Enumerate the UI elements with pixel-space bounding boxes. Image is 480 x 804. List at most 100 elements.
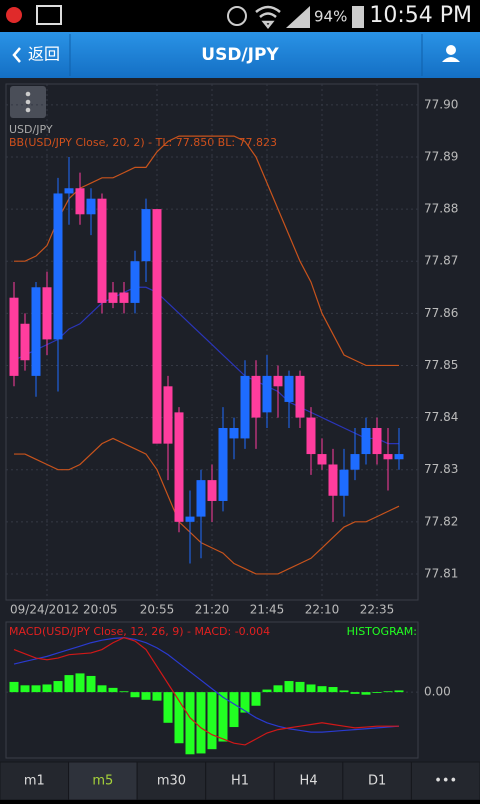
symbol-label: USD/JPY [9,123,53,136]
candle-body [240,375,250,439]
candle-body [75,188,85,215]
tab[interactable] [136,761,207,801]
histogram-bar [196,692,206,754]
candle-body [53,193,63,340]
histogram-bar [174,692,184,744]
y-tick-label: 77.85 [424,358,458,372]
histogram-bar [163,692,173,723]
y-tick-label: 77.83 [424,462,458,476]
candle-body [207,480,217,501]
histogram-bar [75,673,85,693]
header [0,32,480,78]
y-tick-label: 77.84 [424,410,458,424]
y-tick-label: 77.88 [424,202,458,216]
macd-line [13,636,399,746]
tab-label[interactable]: D1 [368,774,386,789]
back-arrow [12,47,21,63]
histogram-bar [317,686,327,693]
candle-body [229,428,239,439]
signal-line [13,637,400,733]
x-tick-label: 22:35 [360,603,395,617]
candle-body [196,480,206,517]
band-line [13,286,399,445]
menu-button[interactable] [10,86,46,118]
histogram-bar [361,692,371,695]
histogram-bar [339,690,349,693]
status-bar [0,0,480,32]
tab-label[interactable]: ••• [434,774,457,789]
clock: 10:54 PM [369,3,472,28]
candle-body [119,292,129,303]
candle-body [284,375,294,402]
tab[interactable] [205,761,275,801]
candle-body [251,375,261,418]
candle-body [31,287,41,376]
x-tick-label: 20:55 [140,603,175,617]
tab-label[interactable]: H1 [231,774,249,789]
candle-body [306,417,316,455]
x-tick-label: 09/24/2012 20:05 [10,603,118,617]
y-tick-label: 77.82 [424,514,458,528]
candle-body [174,412,184,522]
candle-body [372,428,382,455]
macd-label: MACD(USD/JPY Close, 12, 26, 9) - MACD: -… [9,625,270,638]
battery-text: 94% [314,8,347,26]
band-line [14,437,400,575]
candle-body [350,454,360,470]
candle-body [86,198,96,215]
y-tick-label: 77.86 [424,306,458,320]
histogram-bar [31,685,41,693]
candle-body [163,386,173,444]
candle-body [317,454,327,465]
candle-body [9,297,19,376]
candle-body [130,261,140,303]
histogram-bar [64,675,74,693]
histogram-bar [306,684,316,693]
signal-icon [286,6,310,28]
y-tick-label: 77.90 [424,97,458,111]
y-tick-label: 77.81 [424,566,458,580]
candle-body [295,375,305,418]
histogram-bar [108,687,118,693]
histogram-bar [185,692,195,755]
candle-body [185,516,195,522]
histogram-bar [383,691,393,693]
histogram-bar [262,689,272,693]
candle-body [141,209,151,262]
candle-body [273,375,283,387]
tab-label[interactable]: m5 [92,774,113,789]
account-button[interactable] [442,45,460,62]
y-tick-label: 77.87 [424,254,458,268]
histogram-bar [240,692,250,713]
back-button[interactable]: 返回 [12,45,60,64]
histogram-bar [119,691,129,693]
tab-label[interactable]: H4 [300,774,318,789]
tab[interactable] [273,761,344,801]
candle-body [42,287,52,340]
candle-body [328,464,338,496]
wifi-icon [255,5,281,30]
dot [25,99,31,105]
tab[interactable] [68,761,138,801]
candle-body [383,454,393,460]
tab-label[interactable]: m1 [24,774,45,789]
candle-body [64,188,74,194]
histogram-bar [350,692,360,694]
account-icon [446,45,456,55]
bb-label: BB(USD/JPY Close, 20, 2) - TL: 77.850 BL… [9,136,277,149]
x-tick-label: 21:20 [195,603,230,617]
histogram-bar [152,692,162,701]
candle-body [339,469,349,496]
x-tick-label: 22:10 [305,603,340,617]
back-label[interactable]: 返回 [28,45,60,64]
histogram-bar [141,692,151,700]
histogram-bar [229,692,239,728]
notification-icon [6,7,22,23]
histogram-bar [394,690,404,693]
tab-label[interactable]: m30 [157,774,186,789]
candle-body [361,428,371,455]
histogram-bar [207,692,217,750]
x-tick-label: 21:45 [250,603,285,617]
